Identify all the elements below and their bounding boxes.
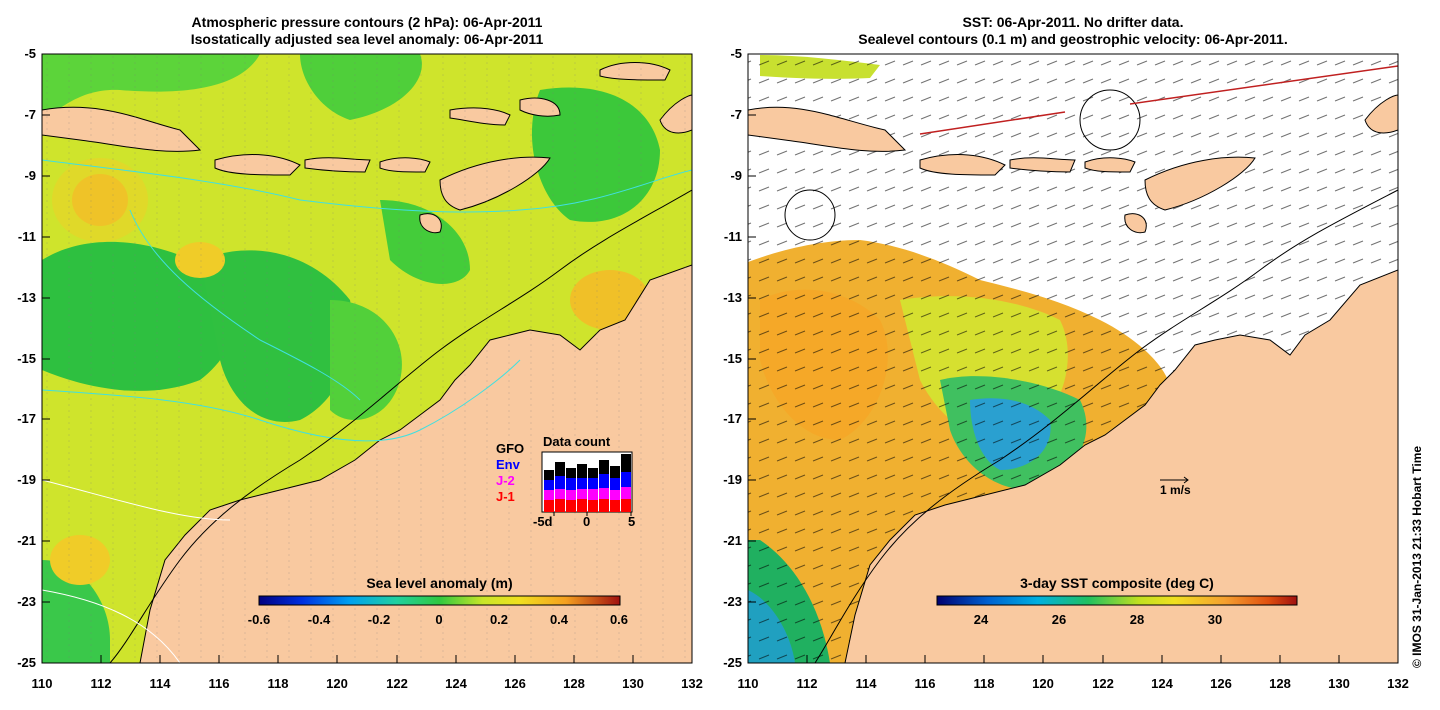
sla-colorbar-tick: 0 — [435, 612, 443, 627]
y-tick-label: -25 — [17, 655, 36, 670]
inset-x-tick: 0 — [583, 514, 591, 529]
x-tick-label: 122 — [1092, 676, 1114, 691]
x-tick-label: 132 — [681, 676, 703, 691]
y-tick-label: -15 — [723, 351, 742, 366]
left-axis-ticks — [41, 53, 693, 664]
x-tick-label: 116 — [914, 676, 936, 691]
x-tick-label: 112 — [796, 676, 818, 691]
left-map-title: Atmospheric pressure contours (2 hPa): 0… — [42, 14, 692, 48]
x-tick-label: 114 — [149, 676, 171, 691]
x-tick-label: 124 — [445, 676, 467, 691]
y-tick-label: -13 — [17, 290, 36, 305]
x-tick-label: 126 — [1210, 676, 1232, 691]
x-tick-label: 130 — [622, 676, 644, 691]
sla-colorbar-title: Sea level anomaly (m) — [366, 575, 513, 591]
sst-colorbar-tick: 26 — [1051, 612, 1067, 627]
right-axis-ticks — [747, 53, 1399, 664]
contour-lines — [42, 159, 692, 663]
y-tick-label: -11 — [723, 229, 742, 244]
inset-bars — [544, 454, 631, 512]
sla-colorbar-tick: -0.2 — [367, 612, 391, 627]
island-chain-sst — [748, 94, 1398, 234]
x-tick-label: 118 — [973, 676, 995, 691]
y-tick-label: -11 — [17, 229, 36, 244]
inset-legend-j2: J-2 — [496, 473, 515, 488]
australia-landmass-sst — [844, 269, 1398, 663]
x-tick-label: 110 — [31, 676, 53, 691]
right-map-title: SST: 06-Apr-2011. No drifter data. Seale… — [748, 14, 1398, 48]
y-tick-label: -17 — [17, 411, 36, 426]
y-tick-label: -7 — [24, 107, 36, 122]
right-title-line2: Sealevel contours (0.1 m) and geostrophi… — [858, 31, 1288, 47]
inset-x-tick: -5d — [533, 514, 553, 529]
y-tick-label: -5 — [730, 46, 742, 61]
x-tick-label: 110 — [737, 676, 759, 691]
y-tick-label: -17 — [723, 411, 742, 426]
inset-legend-j1: J-1 — [496, 489, 515, 504]
sst-colorbar-tick: 24 — [973, 612, 989, 627]
sla-colorbar-tick: 0.2 — [489, 612, 509, 627]
left-title-line1: Atmospheric pressure contours (2 hPa): 0… — [191, 14, 543, 30]
x-tick-label: 128 — [1269, 676, 1291, 691]
sst-colorbar-tick: 28 — [1129, 612, 1145, 627]
sla-colorbar-tick: 0.4 — [549, 612, 569, 627]
y-tick-label: -21 — [723, 533, 742, 548]
sla-colorbar-tick: 0.6 — [609, 612, 629, 627]
y-tick-label: -25 — [723, 655, 742, 670]
x-tick-label: 114 — [855, 676, 877, 691]
sst-colorbar — [936, 595, 1298, 606]
altimeter-track-2 — [1129, 65, 1398, 105]
altimeter-track-1 — [919, 111, 1066, 135]
data-count-inset — [541, 451, 633, 516]
velocity-scale-label: 1 m/s — [1160, 483, 1191, 497]
y-tick-label: -19 — [723, 472, 742, 487]
x-tick-label: 126 — [504, 676, 526, 691]
sst-colorbar-title: 3-day SST composite (deg C) — [1020, 575, 1214, 591]
x-tick-label: 132 — [1387, 676, 1409, 691]
sst-map — [748, 54, 1398, 663]
x-tick-label: 122 — [386, 676, 408, 691]
x-tick-label: 118 — [267, 676, 289, 691]
y-tick-label: -5 — [24, 46, 36, 61]
sea-level-anomaly-map — [42, 54, 692, 663]
y-tick-label: -9 — [24, 168, 36, 183]
right-title-line1: SST: 06-Apr-2011. No drifter data. — [962, 14, 1184, 30]
y-tick-label: -9 — [730, 168, 742, 183]
x-tick-label: 120 — [326, 676, 348, 691]
x-tick-label: 120 — [1032, 676, 1054, 691]
y-tick-label: -21 — [17, 533, 36, 548]
inset-x-tick: 5 — [628, 514, 636, 529]
sla-colorbar-tick: -0.4 — [307, 612, 331, 627]
x-tick-label: 128 — [563, 676, 585, 691]
x-tick-label: 130 — [1328, 676, 1350, 691]
y-tick-label: -23 — [17, 594, 36, 609]
left-title-line2: Isostatically adjusted sea level anomaly… — [190, 31, 544, 47]
y-tick-label: -15 — [17, 351, 36, 366]
y-tick-label: -7 — [730, 107, 742, 122]
sla-colorbar-tick: -0.6 — [247, 612, 271, 627]
velocity-scale-arrow — [1160, 476, 1189, 484]
x-tick-label: 116 — [208, 676, 230, 691]
inset-legend-gfo: GFO — [496, 441, 525, 456]
sla-contours — [784, 89, 1398, 663]
x-tick-label: 124 — [1151, 676, 1173, 691]
y-tick-label: -19 — [17, 472, 36, 487]
sst-colorbar-tick: 30 — [1207, 612, 1223, 627]
imos-credit: © IMOS 31-Jan-2013 21:33 Hobart Time — [1410, 445, 1424, 668]
inset-legend-env: Env — [496, 457, 520, 472]
y-tick-label: -23 — [723, 594, 742, 609]
sla-colorbar — [258, 595, 621, 606]
y-tick-label: -13 — [723, 290, 742, 305]
inset-title: Data count — [543, 434, 611, 449]
x-tick-label: 112 — [90, 676, 112, 691]
